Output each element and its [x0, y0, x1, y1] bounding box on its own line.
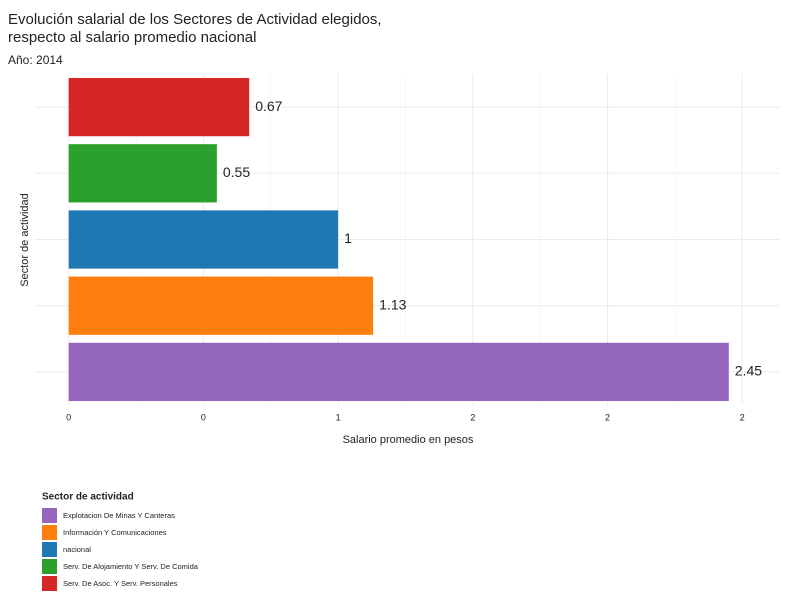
- legend-key: [42, 508, 57, 523]
- y-axis-label: Sector de actividad: [19, 193, 31, 287]
- legend-key: [42, 525, 57, 540]
- x-tick-label: 2: [740, 412, 745, 422]
- legend-key: [42, 559, 57, 574]
- bar: [68, 77, 250, 137]
- x-tick-label: 1: [336, 412, 341, 422]
- chart-title: respecto al salario promedio nacional: [8, 29, 256, 46]
- x-tick-label: 2: [470, 412, 475, 422]
- x-axis-label: Salario promedio en pesos: [343, 434, 474, 446]
- value-label: 1.13: [379, 296, 406, 312]
- bar: [68, 276, 374, 335]
- bar: [68, 342, 729, 402]
- legend-label: Información Y Comunicaciones: [63, 528, 167, 537]
- chart-title: Evolución salarial de los Sectores de Ac…: [8, 11, 382, 28]
- legend-key: [42, 576, 57, 591]
- legend-key: [42, 542, 57, 557]
- x-tick-label: 0: [66, 412, 71, 422]
- chart-subtitle: Año: 2014: [8, 53, 63, 67]
- legend-title: Sector de actividad: [42, 492, 134, 503]
- value-label: 0.55: [223, 164, 250, 180]
- legend-label: Serv. De Asoc. Y Serv. Personales: [63, 579, 178, 588]
- value-label: 2.45: [735, 363, 762, 379]
- bar: [68, 210, 339, 269]
- legend-label: nacional: [63, 545, 91, 554]
- bar: [68, 144, 217, 203]
- value-label: 0.67: [255, 98, 282, 114]
- x-tick-label: 2: [605, 412, 610, 422]
- legend-label: Explotacion De Minas Y Canteras: [63, 511, 175, 520]
- value-label: 1: [344, 230, 352, 246]
- legend-label: Serv. De Alojamiento Y Serv. De Comida: [63, 562, 199, 571]
- x-tick-label: 0: [201, 412, 206, 422]
